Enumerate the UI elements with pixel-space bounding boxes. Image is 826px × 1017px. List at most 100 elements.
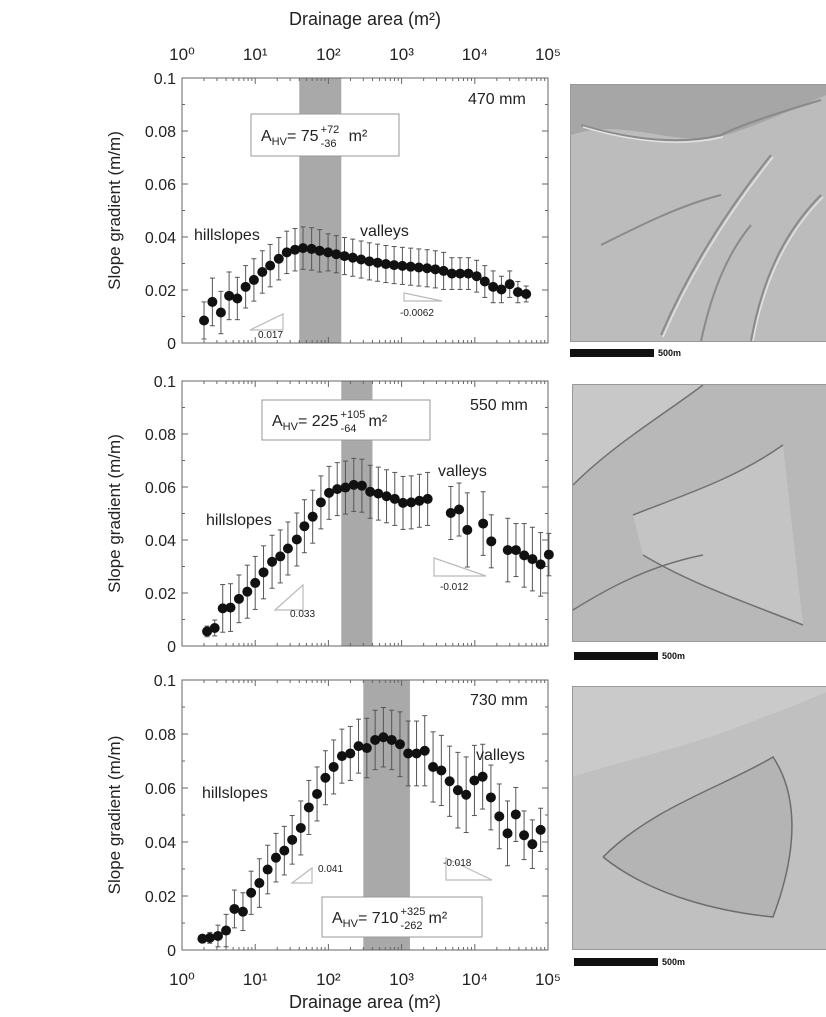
valleys-label-470: valleys [360,223,409,240]
data-point [340,482,351,493]
data-point [209,622,220,633]
data-point [273,253,284,264]
data-point [324,487,335,498]
data-point [315,497,326,508]
scale-bar-label-470: 500m [658,348,682,358]
data-point [413,262,424,273]
scale-bar-470 [570,349,654,357]
data-point [229,903,240,914]
scale-bar-label-730: 500m [662,957,686,967]
hillshade-image-470 [570,84,826,342]
data-point [242,586,253,597]
data-point [535,824,546,835]
hillshade-image-730 [572,686,826,950]
y-tick-label: 0.06 [145,781,176,798]
data-point [290,244,301,255]
data-point [380,259,391,270]
ahv-minus-470: -36 [321,138,337,150]
data-point [331,249,342,260]
y-tick-label: 0.02 [145,283,176,300]
y-tick-label: 0 [167,943,176,960]
data-point [422,493,433,504]
data-point [502,545,513,556]
data-point [364,256,375,267]
data-point [386,734,397,745]
data-point [254,878,265,889]
ahv-plus-550: +105 [341,409,366,421]
hill-slope-value-470: 0.017 [258,330,283,341]
y-tick-label: 0.08 [145,124,176,141]
data-point [224,290,235,301]
data-point [275,551,286,562]
data-point [212,930,223,941]
data-point [394,739,405,750]
data-point [267,556,278,567]
data-point [406,497,417,508]
hillslopes-label-550: hillslopes [206,512,272,529]
ahv-label-550: AHV= 225 [272,413,339,433]
top-x-tick-label: 10³ [389,45,414,64]
precip-label-470: 470 mm [468,91,526,108]
data-point [389,493,400,504]
data-point [270,852,281,863]
ahv-unit-470: m² [349,128,368,145]
data-point [295,822,306,833]
data-point [504,279,515,290]
data-point [527,554,538,565]
y-axis-label-550: Slope gradient (m/m) [105,434,124,593]
ahv-label-730: AHV= 710 [332,910,399,930]
data-point [389,260,400,271]
data-point [265,260,276,271]
scale-bar-730 [574,958,658,966]
data-point [419,745,430,756]
data-point [199,315,210,326]
data-point [306,243,317,254]
bottom-x-tick-label: 10⁰ [169,970,195,989]
data-point [197,933,208,944]
valleys-label-550: valleys [438,463,487,480]
y-tick-label: 0.1 [154,71,176,88]
data-point [381,491,392,502]
data-point [478,518,489,529]
data-point [543,549,554,560]
ahv-unit-550: m² [369,413,388,430]
data-point [446,268,457,279]
data-point [215,307,226,318]
data-point [422,263,433,274]
data-point [535,559,546,570]
scale-bar-label-550: 500m [662,651,686,661]
hillshade-image-550 [572,384,826,642]
data-point [428,761,439,772]
data-point [455,268,466,279]
top-axis-label: Drainage area (m²) [289,9,441,29]
ahv-box-470 [250,113,400,157]
data-point [246,887,257,898]
y-tick-label: 0.1 [154,673,176,690]
precip-label-730: 730 mm [470,692,528,709]
top-x-tick-label: 10⁰ [169,45,195,64]
data-point [262,864,273,875]
y-tick-label: 0.08 [145,727,176,744]
ahv-unit-730: m² [429,910,448,927]
data-point [328,761,339,772]
data-point [479,276,490,287]
bottom-x-tick-label: 10² [316,970,341,989]
data-point [469,775,480,786]
data-point [414,495,425,506]
ahv-minus-730: -262 [401,920,423,932]
data-point [291,534,302,545]
bottom-x-tick-label: 10³ [389,970,414,989]
data-point [248,274,259,285]
y-tick-label: 0.04 [145,533,176,550]
data-point [397,260,408,271]
data-point [436,765,447,776]
ahv-box-550 [261,399,431,441]
data-point [202,626,213,637]
data-point [372,257,383,268]
data-point [397,497,408,508]
ahv-label-470: AHV= 75 [261,128,319,148]
valley-slope-triangle-730 [445,857,493,881]
top-x-tick-label: 10⁵ [535,45,561,64]
data-point [232,293,243,304]
data-point [298,243,309,254]
